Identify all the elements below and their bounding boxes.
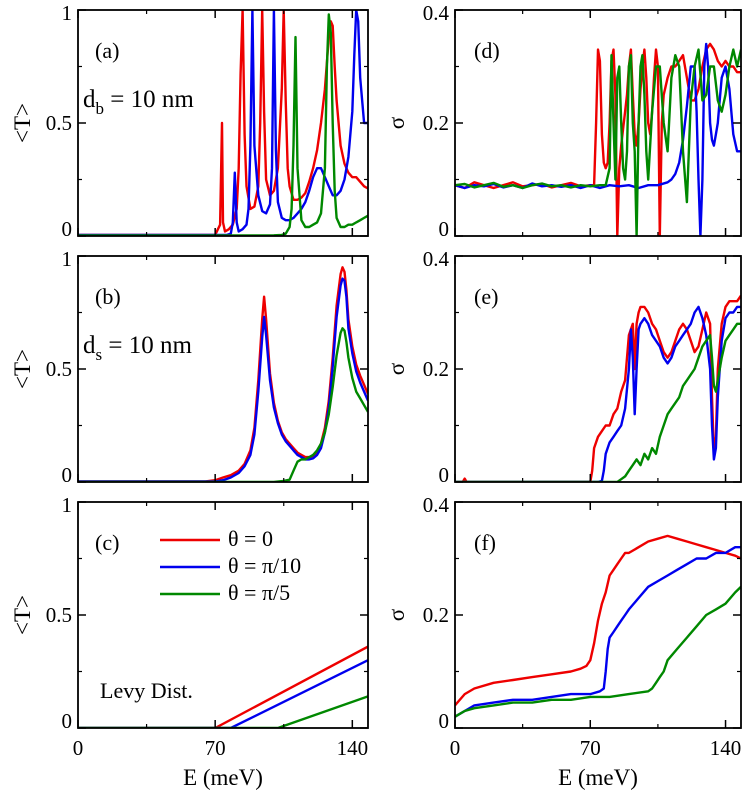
panel-b-ylabel: <T> — [10, 349, 35, 389]
legend-label-0: θ = 0 — [228, 526, 273, 551]
panel-a-ytick-label-1: 0.5 — [46, 111, 72, 135]
panel-c-xtick-label-0: 0 — [73, 736, 84, 760]
panel-f-frame — [454, 501, 742, 729]
panel-d-ytick-label-2: 0.4 — [423, 1, 450, 25]
panel-c-ytick-label-0: 0 — [62, 709, 73, 733]
panel-f-xtick-label-2: 140 — [710, 736, 742, 760]
panel-e-label: (e) — [474, 284, 498, 309]
panel-c-xtick-label-1: 70 — [205, 736, 226, 760]
panel-b-ytick-label-0: 0 — [62, 463, 73, 487]
panel-c-series-2 — [78, 695, 368, 728]
panel-f-label: (f) — [474, 530, 496, 555]
panel-f-xtick-label-0: 0 — [450, 736, 461, 760]
panel-c-label: (c) — [95, 530, 119, 555]
panel-a-ytick-label-0: 0 — [62, 217, 73, 241]
panel-c-ytick-label-1: 0.5 — [46, 603, 72, 627]
panel-e-series-1 — [455, 305, 741, 482]
panel-c-series-0 — [78, 645, 368, 728]
panel-a-ylabel: <T> — [10, 103, 35, 143]
panel-c-annotation: Levy Dist. — [100, 678, 193, 703]
panel-c-xlabel: E (meV) — [183, 765, 263, 790]
panel-b-series-1 — [78, 277, 368, 482]
panel-f-xtick-label-1: 70 — [580, 736, 601, 760]
panel-f-series-0 — [455, 534, 741, 707]
panel-b-label: (b) — [95, 284, 121, 309]
panel-d-series-1 — [455, 42, 741, 236]
panel-b-ytick-label-1: 0.5 — [46, 357, 72, 381]
panel-d-ylabel: σ — [384, 116, 409, 129]
panel-e-ytick-label-1: 0.2 — [423, 357, 449, 381]
panel-d-ytick-label-0: 0 — [439, 217, 450, 241]
panel-b-series-0 — [78, 266, 368, 482]
panel-b-ytick-label-2: 1 — [62, 247, 73, 271]
panel-b-frame — [77, 255, 369, 483]
panel-b-annotation: ds = 10 nm — [83, 332, 192, 364]
panel-f-series-2 — [455, 585, 741, 718]
panel-c-series-1 — [78, 659, 368, 728]
panel-a-series-1 — [78, 10, 368, 236]
panel-d-ytick-label-1: 0.2 — [423, 111, 449, 135]
panel-f-ytick-label-2: 0.4 — [423, 493, 450, 517]
panel-e-ylabel: σ — [384, 362, 409, 375]
panel-d-series-2 — [455, 48, 741, 236]
panel-b-series-2 — [78, 327, 368, 482]
panel-e-series-0 — [455, 294, 741, 482]
panel-d-label: (d) — [474, 38, 500, 63]
panel-c-ylabel: <T> — [10, 595, 35, 635]
panel-a-series-0 — [78, 10, 368, 236]
panel-c-ytick-label-2: 1 — [62, 493, 73, 517]
legend-label-2: θ = π/5 — [228, 580, 290, 605]
panel-f-ytick-label-0: 0 — [439, 709, 450, 733]
panel-a-label: (a) — [95, 38, 119, 63]
panel-e-series-2 — [455, 322, 741, 482]
panel-f-series-1 — [455, 546, 741, 718]
panel-a-ytick-label-2: 1 — [62, 1, 73, 25]
panel-f-ylabel: σ — [384, 608, 409, 621]
panel-a-series-2 — [78, 13, 368, 236]
legend-label-1: θ = π/10 — [228, 553, 301, 578]
panel-f-xlabel: E (meV) — [558, 765, 638, 790]
panel-e-ytick-label-0: 0 — [439, 463, 450, 487]
panel-f-ytick-label-1: 0.2 — [423, 603, 449, 627]
panel-e-ytick-label-2: 0.4 — [423, 247, 450, 271]
panel-c-xtick-label-2: 140 — [337, 736, 369, 760]
panel-a-annotation: db = 10 nm — [83, 86, 194, 118]
